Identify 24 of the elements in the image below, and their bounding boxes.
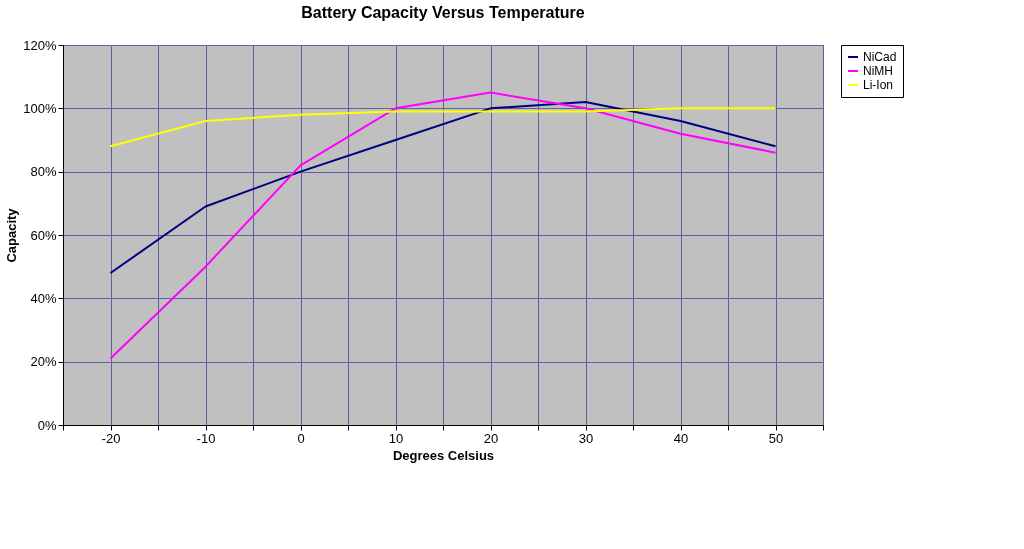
y-axis-title: Capacity [4,207,20,263]
x-tick-label: -20 [101,430,121,446]
chart-title: Battery Capacity Versus Temperature [301,4,585,21]
y-tick-label: 60% [30,227,57,243]
x-tick-label: 20 [483,430,499,446]
line-series [109,101,777,274]
x-tick-label: 40 [673,430,689,446]
x-tick-label: 10 [388,430,404,446]
legend-label: NiMH [863,64,893,78]
legend-label: NiCad [863,50,897,64]
x-tick-label: 0 [297,430,305,446]
legend-label: Li-Ion [863,78,894,92]
y-tick-label: 20% [30,354,57,370]
y-tick-label: 80% [30,164,57,180]
x-tick-label: 30 [578,430,594,446]
line-series [109,91,777,360]
y-tick-label: 100% [23,100,57,116]
line-series [109,107,777,148]
y-tick-label: 0% [37,417,57,433]
x-axis-title: Degrees Celsius [392,447,495,463]
y-tick-label: 40% [30,290,57,306]
x-tick-label: 50 [768,430,784,446]
x-tick-label: -10 [196,430,216,446]
y-tick-label: 120% [23,37,57,53]
